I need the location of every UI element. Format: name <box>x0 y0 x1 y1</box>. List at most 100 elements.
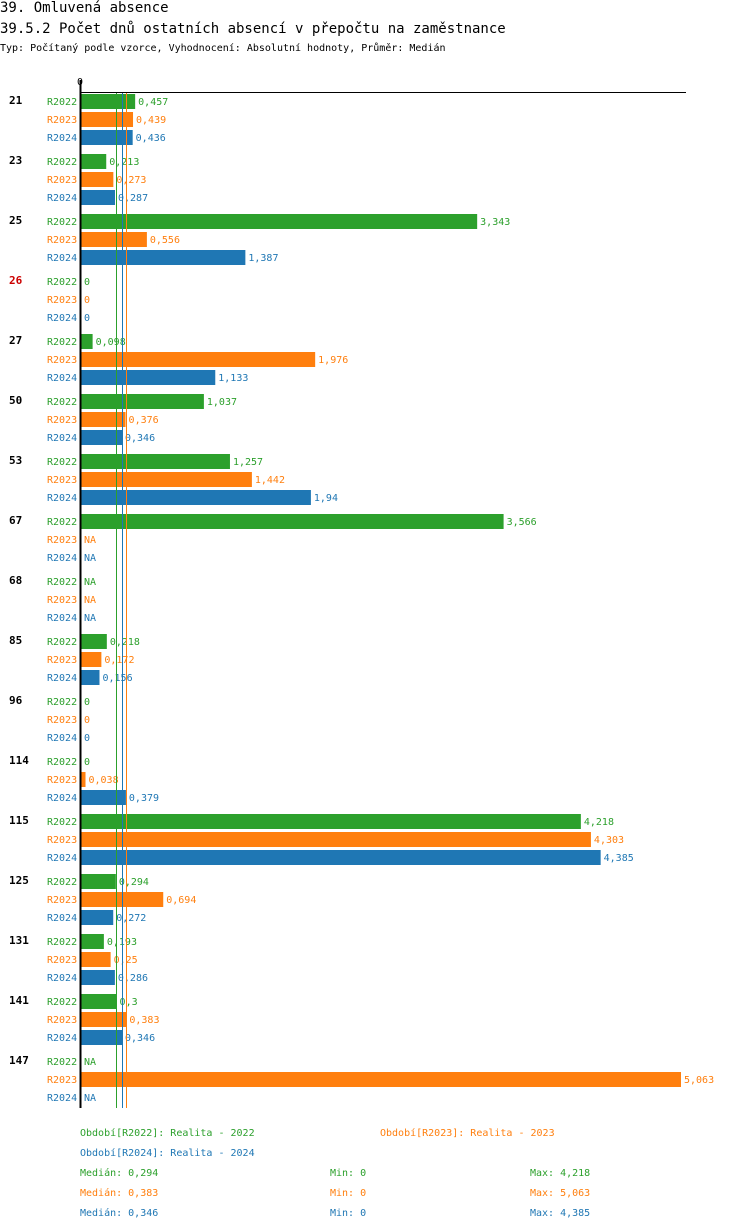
series-label: R2022 <box>47 817 77 828</box>
series-label: R2023 <box>47 955 77 966</box>
data-label: 3,343 <box>480 217 510 228</box>
bar <box>81 352 316 367</box>
data-label: 0,694 <box>166 895 196 906</box>
category-label: 114 <box>9 754 29 767</box>
series-label: R2023 <box>47 895 77 906</box>
stat-median-r2024: Medián: 0,346 <box>80 1208 159 1219</box>
category-label: 131 <box>9 934 29 947</box>
bar <box>81 850 601 865</box>
category-label: 125 <box>9 874 29 887</box>
series-label: R2024 <box>47 733 77 744</box>
data-label: 0,172 <box>104 655 134 666</box>
category-label: 141 <box>9 994 29 1007</box>
category-label: 67 <box>9 514 22 527</box>
legend-r2023: Období[R2023]: Realita - 2023 <box>380 1128 555 1139</box>
bar <box>81 652 102 667</box>
series-label: R2023 <box>47 535 77 546</box>
bar <box>81 172 114 187</box>
data-label: 0 <box>84 715 90 726</box>
bar <box>81 250 246 265</box>
series-label: R2024 <box>47 193 77 204</box>
series-label: R2024 <box>47 373 77 384</box>
data-label: 0,556 <box>150 235 180 246</box>
series-label: R2022 <box>47 757 77 768</box>
data-label: 0,457 <box>138 97 168 108</box>
series-label: R2023 <box>47 175 77 186</box>
data-label: 0,379 <box>129 793 159 804</box>
series-label: R2023 <box>47 835 77 846</box>
data-label: 0,376 <box>129 415 159 426</box>
series-label: R2023 <box>47 295 77 306</box>
stat-max-r2022: Max: 4,218 <box>530 1168 591 1179</box>
series-label: R2022 <box>47 457 77 468</box>
data-label: 0,287 <box>118 193 148 204</box>
bar <box>81 232 147 247</box>
series-label: R2023 <box>47 595 77 606</box>
category-label: 27 <box>9 334 22 347</box>
series-label: R2023 <box>47 355 77 366</box>
data-label: 0 <box>84 277 90 288</box>
stat-median-r2022: Medián: 0,294 <box>80 1168 159 1179</box>
page-title: 39. Omluvená absence <box>0 0 169 16</box>
data-label: 4,303 <box>594 835 624 846</box>
bar <box>81 790 126 805</box>
stat-max-r2023: Max: 5,063 <box>530 1188 591 1199</box>
data-label: 0 <box>84 733 90 744</box>
stat-min-r2023: Min: 0 <box>330 1188 367 1199</box>
data-label: 0,098 <box>96 337 126 348</box>
bar <box>81 394 204 409</box>
series-label: R2024 <box>47 133 77 144</box>
category-label: 85 <box>9 634 22 647</box>
bar <box>81 772 86 787</box>
series-label: R2024 <box>47 673 77 684</box>
category-label: 50 <box>9 394 22 407</box>
category-label: 26 <box>9 274 23 287</box>
series-label: R2022 <box>47 877 77 888</box>
series-label: R2022 <box>47 517 77 528</box>
data-label: NA <box>84 595 96 606</box>
category-label: 147 <box>9 1054 29 1067</box>
bar <box>81 952 111 967</box>
data-label: 0,193 <box>107 937 137 948</box>
data-label: 0 <box>84 295 90 306</box>
series-label: R2022 <box>47 997 77 1008</box>
series-label: R2022 <box>47 697 77 708</box>
series-label: R2022 <box>47 217 77 228</box>
legend-r2022: Období[R2022]: Realita - 2022 <box>80 1128 255 1139</box>
series-label: R2023 <box>47 655 77 666</box>
data-label: 4,218 <box>584 817 614 828</box>
bar <box>81 490 311 505</box>
bar <box>81 370 216 385</box>
data-label: 0 <box>84 313 90 324</box>
series-label: R2023 <box>47 115 77 126</box>
series-label: R2022 <box>47 157 77 168</box>
series-label: R2023 <box>47 415 77 426</box>
data-label: NA <box>84 553 96 564</box>
data-label: NA <box>84 577 96 588</box>
category-label: 25 <box>9 214 22 227</box>
bar <box>81 1072 681 1087</box>
data-label: NA <box>84 613 96 624</box>
series-label: R2022 <box>47 337 77 348</box>
bar <box>81 970 115 985</box>
data-label: 0,346 <box>125 1033 155 1044</box>
category-label: 115 <box>9 814 29 827</box>
series-label: R2023 <box>47 775 77 786</box>
data-label: 0,383 <box>129 1015 159 1026</box>
series-label: R2023 <box>47 715 77 726</box>
data-label: 0,436 <box>136 133 166 144</box>
bar <box>81 214 478 229</box>
series-label: R2024 <box>47 553 77 564</box>
data-label: 5,063 <box>684 1075 714 1086</box>
bar <box>81 472 252 487</box>
data-label: 0,273 <box>116 175 146 186</box>
series-label: R2024 <box>47 613 77 624</box>
bar <box>81 412 126 427</box>
data-label: 1,976 <box>318 355 348 366</box>
bar <box>81 670 100 685</box>
series-label: R2023 <box>47 235 77 246</box>
bar <box>81 1030 123 1045</box>
bar <box>81 430 123 445</box>
data-label: 0 <box>84 757 90 768</box>
stat-min-r2022: Min: 0 <box>330 1168 367 1179</box>
